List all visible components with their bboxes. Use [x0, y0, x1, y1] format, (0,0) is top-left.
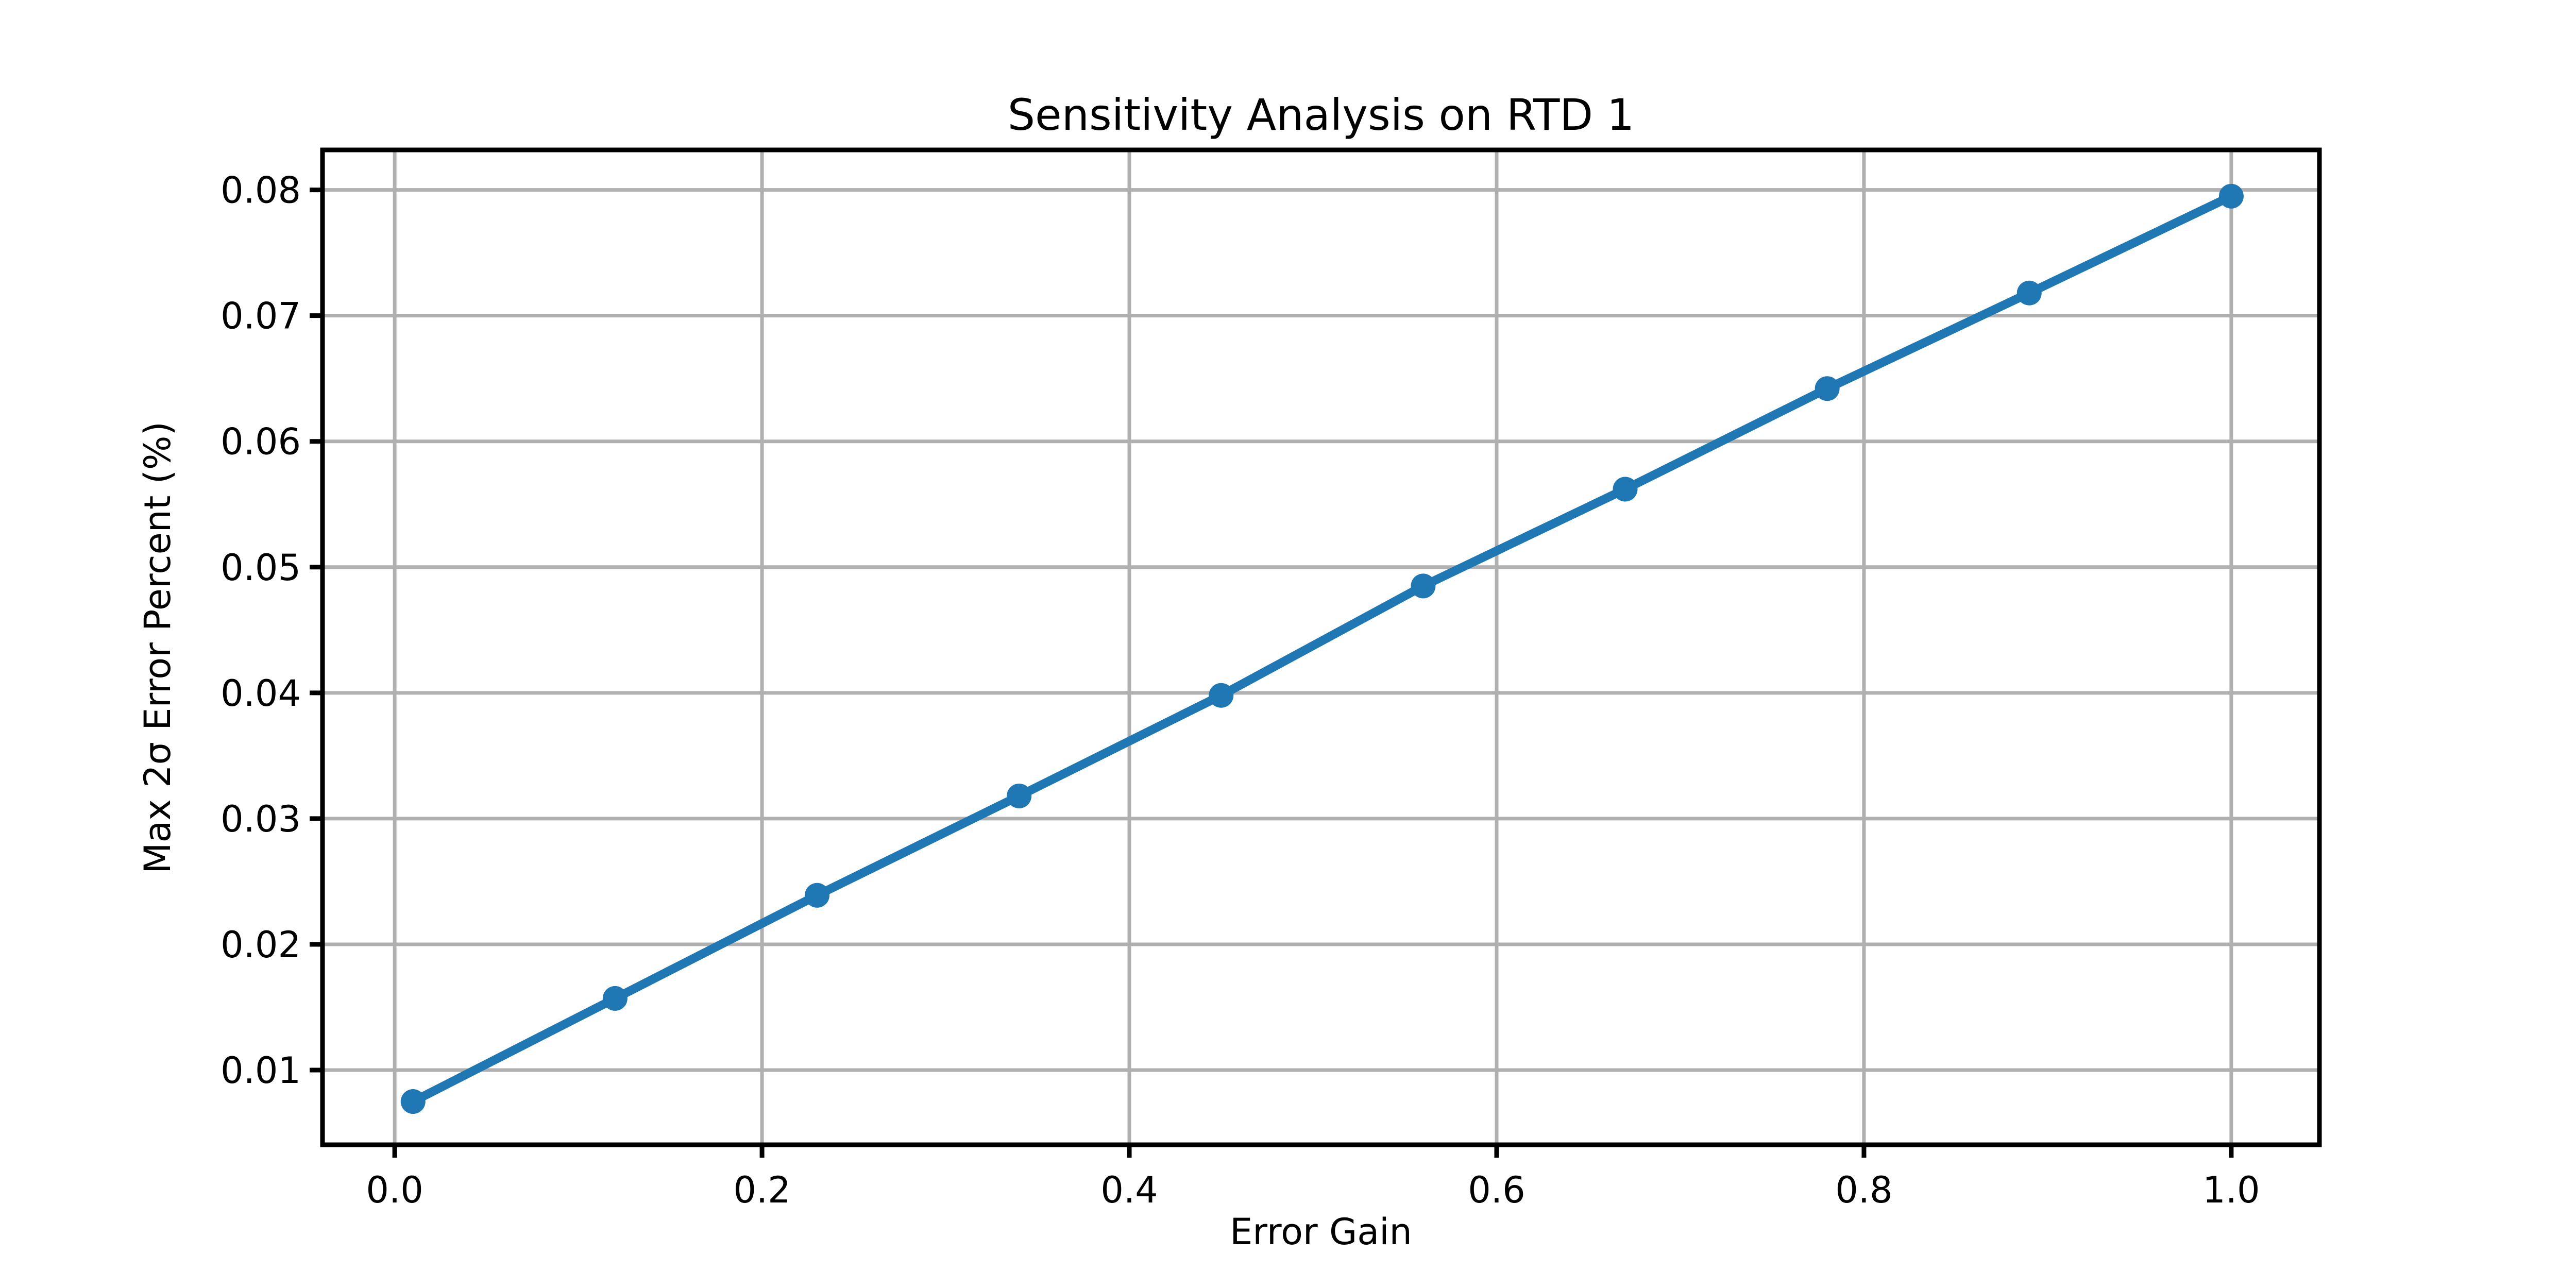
chart-title: Sensitivity Analysis on RTD 1 [1008, 90, 1635, 140]
x-tick-label: 0.8 [1835, 1169, 1892, 1211]
x-tick-label: 0.0 [366, 1169, 423, 1211]
y-tick-label: 0.03 [221, 798, 301, 840]
y-tick-label: 0.08 [221, 170, 301, 212]
data-point [2016, 280, 2042, 306]
x-tick-label: 0.2 [733, 1169, 790, 1211]
x-tick-label: 0.6 [1468, 1169, 1525, 1211]
data-point [400, 1089, 426, 1114]
tick-layer [310, 188, 2234, 1158]
axes-frame [320, 147, 2322, 1147]
y-tick-label: 0.04 [221, 672, 301, 715]
data-series [400, 183, 2244, 1114]
y-tick-label: 0.07 [221, 295, 301, 337]
data-point [1209, 683, 1234, 708]
x-tick-label: 1.0 [2202, 1169, 2260, 1211]
y-tick-label: 0.02 [221, 924, 301, 966]
data-point [602, 986, 628, 1011]
x-tick-label: 0.4 [1100, 1169, 1158, 1211]
data-point [1411, 573, 1436, 599]
data-line [409, 192, 2236, 1106]
y-axis-label: Max 2σ Error Percent (%) [137, 421, 179, 874]
tick-label-layer: 0.0 0.2 0.4 0.6 0.8 1.0 0.01 0.02 0.03 0.04 0.05 0.… [221, 170, 2260, 1211]
data-point [2218, 183, 2244, 209]
data-point [1613, 477, 1638, 502]
y-tick-label: 0.05 [221, 547, 301, 589]
data-point [1815, 376, 1840, 401]
y-tick-label: 0.06 [221, 421, 301, 463]
data-point [804, 883, 829, 908]
y-tick-label: 0.01 [221, 1049, 301, 1092]
x-axis-label: Error Gain [1230, 1211, 1412, 1253]
data-point [1007, 783, 1032, 808]
